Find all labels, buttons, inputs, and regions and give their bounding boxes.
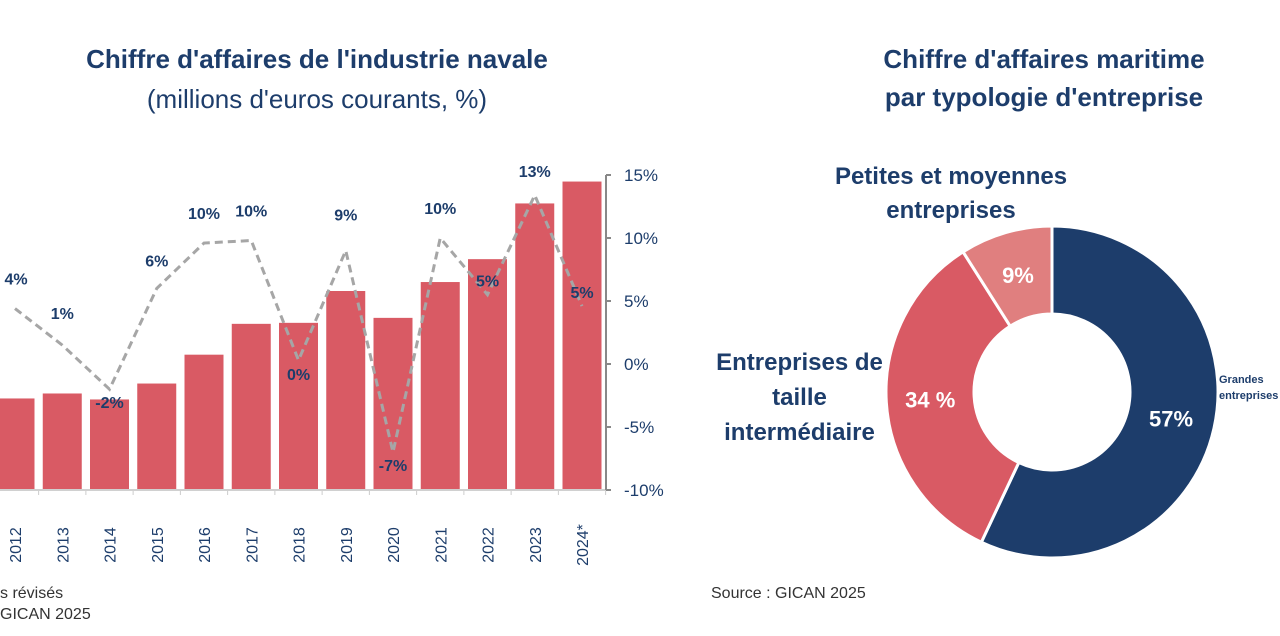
line-data-label: 10% [235,204,267,221]
right-axis-label: 0% [624,355,649,374]
x-tick-label-2023: 2023 [528,527,545,563]
x-tick-label-2016: 2016 [197,527,214,563]
x-tick-label-2015: 2015 [150,527,167,563]
line-data-label: 6% [145,253,168,270]
x-tick-label-2024*: 2024* [575,524,592,566]
footnote-source-left: GICAN 2025 [0,606,91,623]
footnote-revised: s révisés [0,585,64,602]
donut-slice-2 [960,224,1054,329]
x-tick-label-2021: 2021 [433,527,450,563]
bar-2016 [184,354,224,490]
line-data-label: 1% [51,306,74,323]
line-data-label: -2% [95,395,123,412]
line-data-label: 9% [334,208,357,225]
bar-2019 [326,291,366,490]
line-data-label: 4% [4,272,27,289]
x-tick-label-2012: 2012 [8,527,25,563]
donut-value-label: 34 % [905,388,955,413]
bar-2015 [137,383,177,490]
bar-chart-title: Chiffre d'affaires de l'industrie navale [86,44,548,74]
bar-2020 [373,317,413,490]
bar-2012 [0,398,35,490]
bar-2022 [468,259,507,490]
right-axis-label: 15% [624,166,658,185]
x-tick-label-2018: 2018 [292,527,309,563]
line-data-label: 13% [519,164,551,181]
pie-label-eti: Entreprises de taille intermédiaire [716,349,883,446]
pie-chart-title-line2: par typologie d'entreprise [884,82,1204,112]
bar-2024* [562,181,602,491]
pie-label-pme: Petites et moyennes entreprises [834,163,1068,224]
right-axis-label: 5% [624,292,649,311]
x-tick-label-2013: 2013 [55,527,72,563]
x-tick-label-2014: 2014 [103,527,120,563]
line-data-label: 5% [476,274,499,291]
bar-chart-subtitle: (millions d'euros courants, %) [146,84,488,114]
right-axis-label: -5% [624,418,654,437]
line-data-label: 10% [188,206,220,223]
pie-chart-title-line1: Chiffre d'affaires maritime [883,44,1205,74]
donut-value-label: 57% [1149,407,1193,432]
growth-line [14,191,584,453]
donut-slice-1 [884,249,1021,545]
donut-slice-0 [979,224,1220,560]
bar-2017 [231,323,271,490]
line-data-label: 0% [287,367,310,384]
bar-2013 [42,393,82,490]
bar-2023 [515,203,555,490]
line-data-label: -7% [379,458,407,475]
bar-2014 [90,399,129,490]
donut-value-label: 9% [1002,263,1034,288]
bar-2021 [420,282,460,490]
x-tick-label-2022: 2022 [481,527,498,563]
x-tick-label-2019: 2019 [339,527,356,563]
pie-label-ge: Grandes entreprises [1219,374,1279,402]
line-data-label: 10% [424,201,456,218]
right-axis-label: -10% [624,481,664,500]
line-data-label: 5% [570,285,593,302]
right-axis-label: 10% [624,229,658,248]
x-tick-label-2017: 2017 [244,527,261,563]
pie-source: Source : GICAN 2025 [711,585,866,602]
x-tick-label-2020: 2020 [386,527,403,563]
bar-2018 [279,322,318,490]
